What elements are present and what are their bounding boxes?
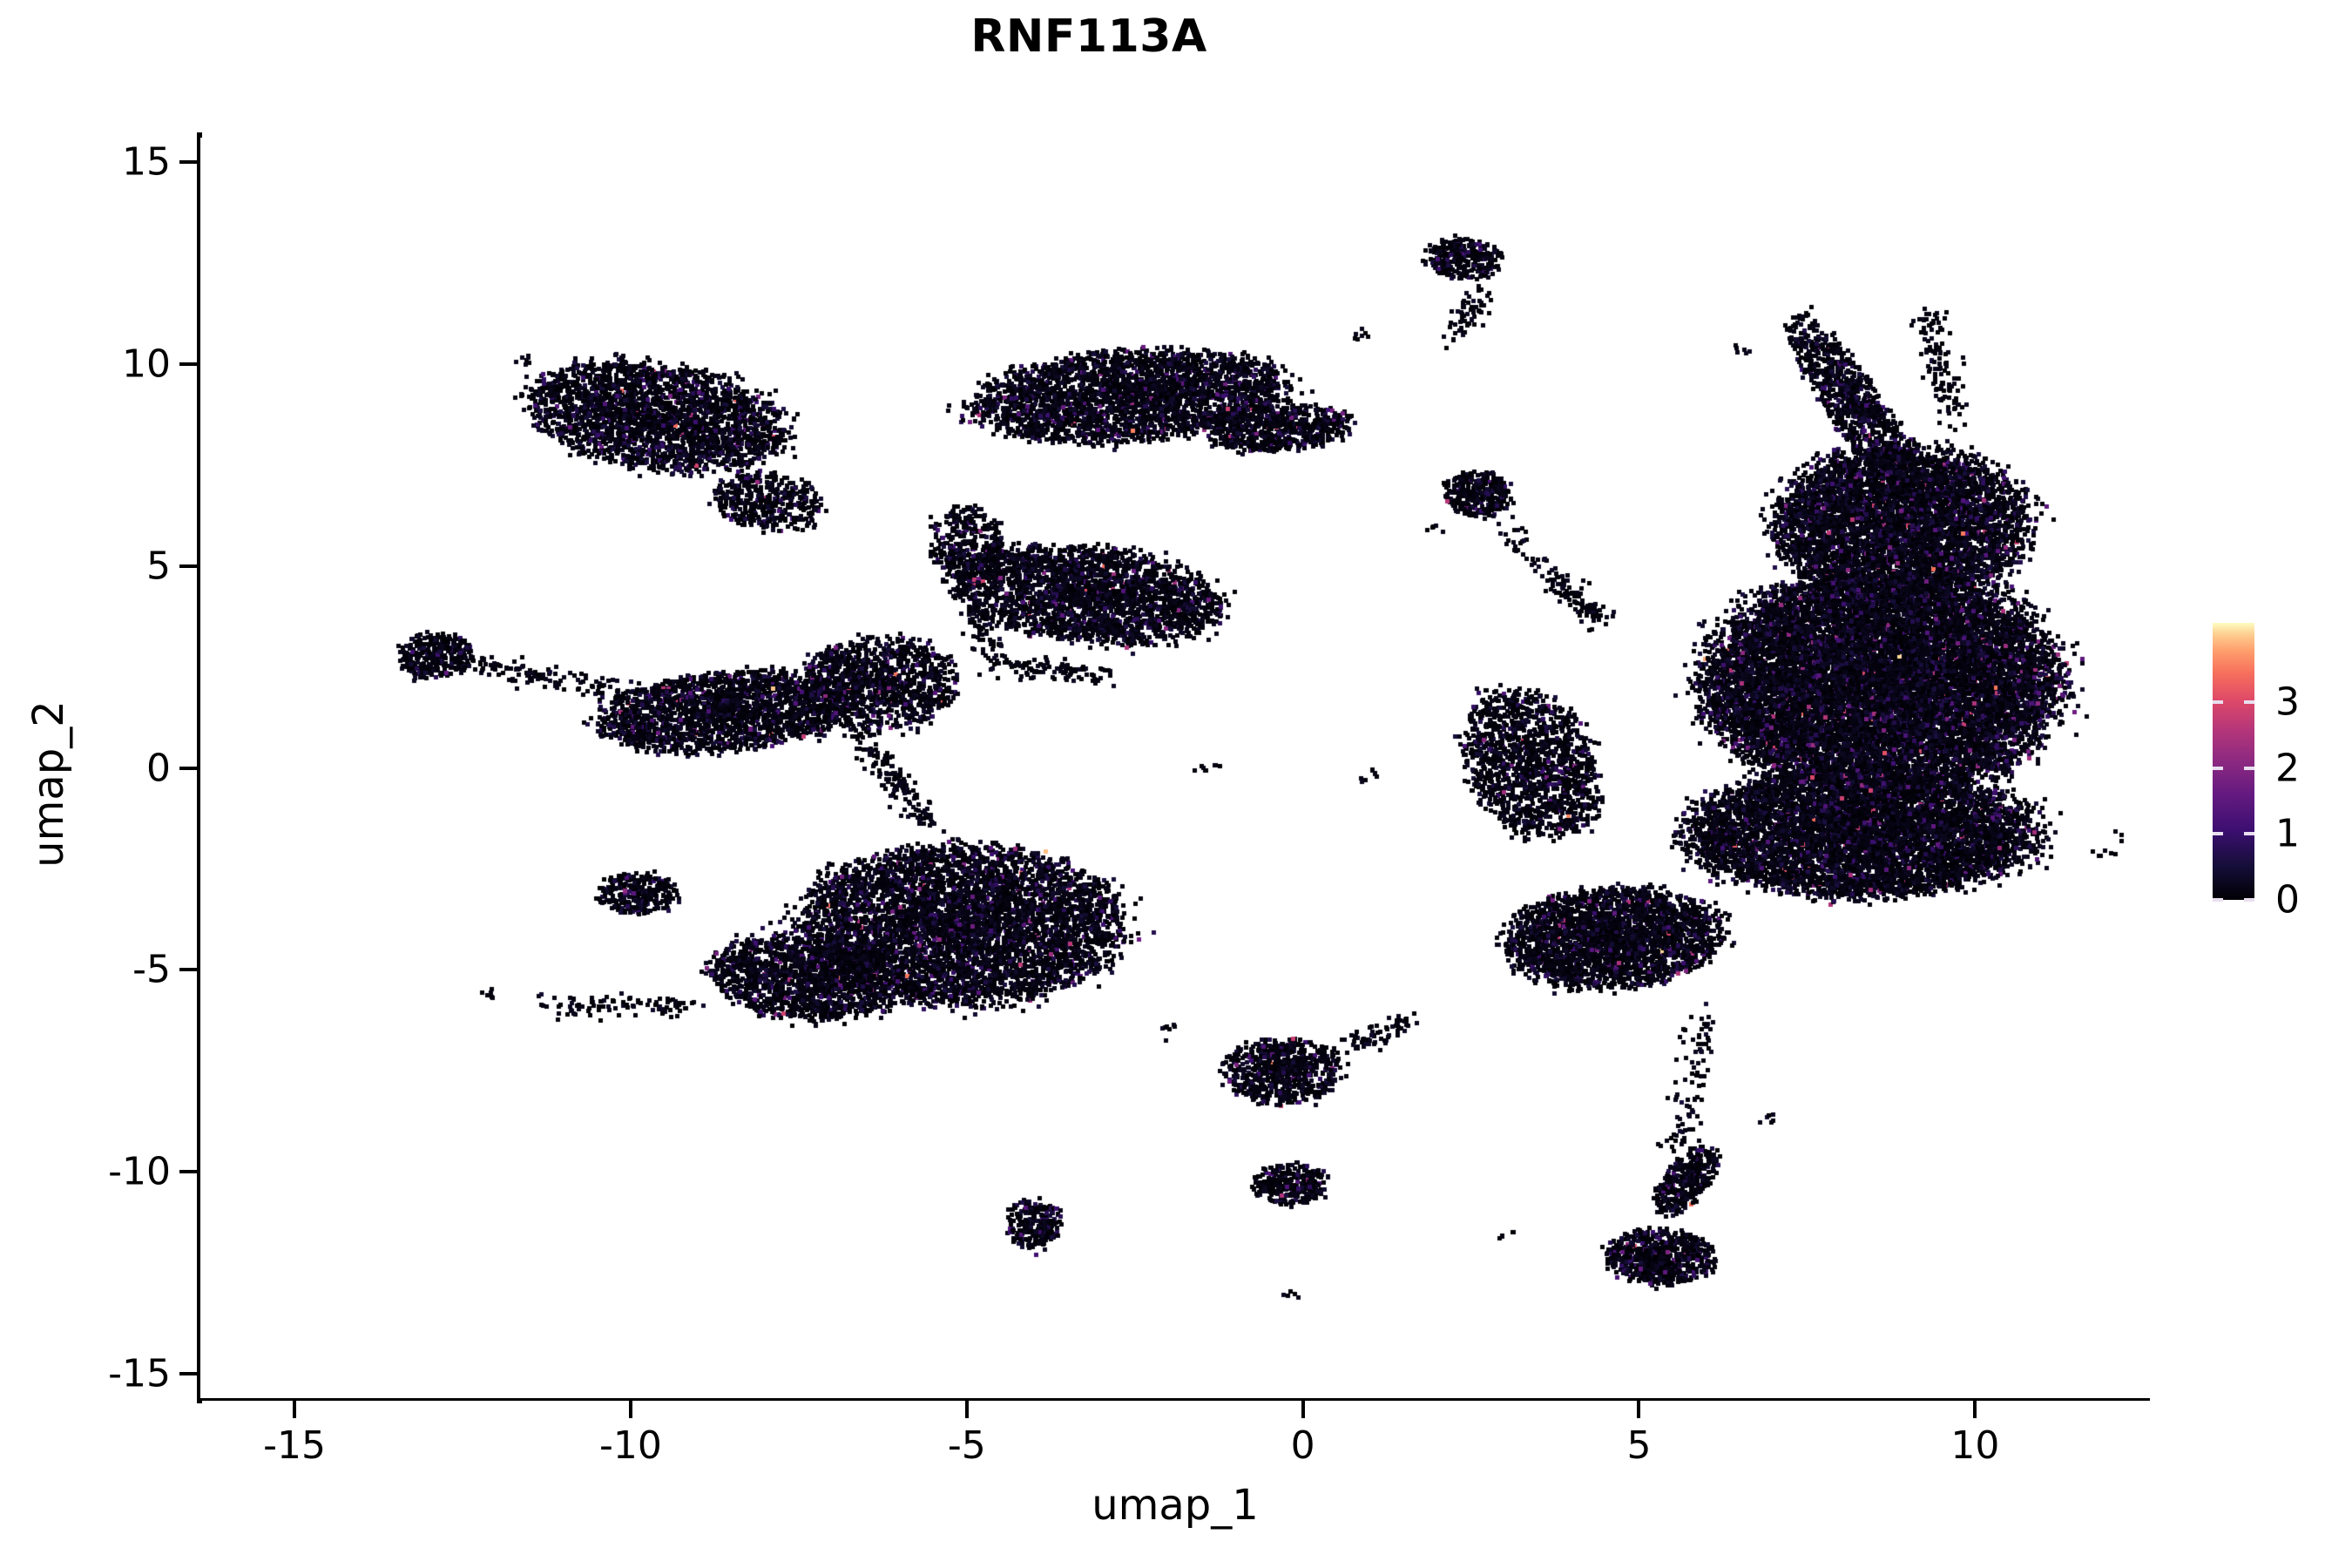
colorbar-tick-mark (2244, 832, 2254, 836)
colorbar-tick-mark (2244, 898, 2254, 902)
x-tick-label: 10 (1950, 1423, 2000, 1468)
x-tick-label: 5 (1626, 1423, 1652, 1468)
x-tick-mark (628, 1401, 632, 1418)
x-axis-spine (197, 1396, 2150, 1401)
y-axis-spine (197, 132, 202, 1403)
colorbar-tick-mark (2213, 832, 2223, 836)
colorbar-tick-label: 3 (2275, 679, 2300, 725)
y-tick-label: 0 (146, 746, 171, 790)
x-tick-mark (1301, 1401, 1305, 1418)
x-tick-label: 0 (1290, 1423, 1315, 1468)
y-tick-label: 15 (122, 139, 171, 185)
colorbar-tick-mark (2244, 700, 2254, 704)
x-tick-mark (1973, 1401, 1977, 1418)
colorbar-tick-mark (2213, 700, 2223, 704)
colorbar-gradient (2213, 623, 2254, 900)
scatter-point-cloud (200, 138, 2150, 1398)
x-tick-label: -10 (598, 1423, 662, 1468)
colorbar-tick-label: 1 (2275, 811, 2300, 856)
plot-area (200, 138, 2150, 1398)
y-tick-mark (179, 766, 197, 770)
x-tick-mark (293, 1401, 297, 1418)
colorbar-tick-mark (2244, 766, 2254, 770)
y-tick-label: 5 (146, 544, 171, 589)
colorbar-tick-label: 2 (2275, 746, 2300, 791)
colorbar-tick-label: 0 (2275, 877, 2300, 923)
y-tick-label: -10 (108, 1149, 171, 1194)
y-tick-mark (179, 564, 197, 568)
x-tick-label: -15 (263, 1423, 326, 1468)
y-axis-label: umap_2 (24, 700, 73, 868)
y-axis-label-wrapper: umap_2 (24, 0, 77, 1568)
x-axis-label: umap_1 (1092, 1481, 1259, 1530)
colorbar-tick-mark (2213, 898, 2223, 902)
colorbar (2213, 623, 2254, 900)
y-tick-mark (179, 968, 197, 972)
y-tick-mark (179, 1372, 197, 1376)
x-tick-mark (1637, 1401, 1641, 1418)
y-tick-mark (179, 1170, 197, 1174)
colorbar-tick-mark (2213, 766, 2223, 770)
y-tick-label: -5 (132, 947, 171, 992)
y-tick-mark (179, 362, 197, 366)
x-tick-label: -5 (947, 1423, 986, 1468)
x-tick-mark (964, 1401, 969, 1418)
y-tick-mark (179, 159, 197, 164)
y-tick-label: 10 (122, 341, 171, 387)
y-tick-label: -15 (108, 1351, 171, 1396)
chart-title: RNF113A (970, 10, 1207, 63)
